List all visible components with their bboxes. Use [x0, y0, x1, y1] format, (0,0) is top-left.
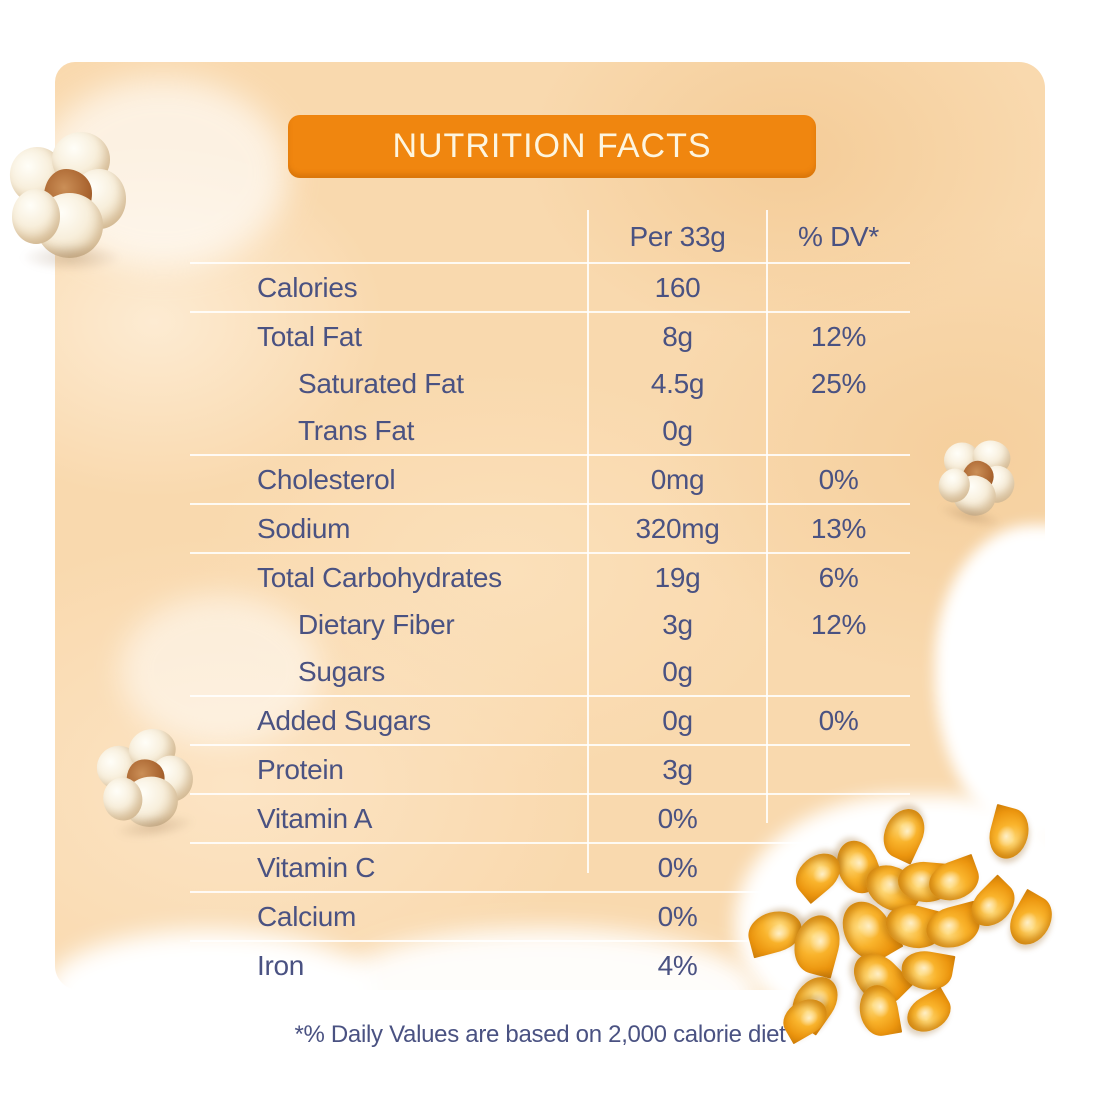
row-value: 0%: [657, 900, 698, 932]
row-dv: 12%: [810, 608, 867, 640]
table-row: Saturated Fat 4.5g 25%: [190, 360, 910, 407]
row-value: 0g: [662, 414, 693, 446]
row-value: 0%: [657, 802, 698, 834]
row-dv: 0%: [818, 463, 859, 495]
watercolor-white-splash: [45, 930, 375, 1050]
table-row: Sodium 320mg 13%: [190, 505, 910, 554]
table-row: Calcium 0%: [190, 893, 910, 942]
table-row: Iron 4%: [190, 942, 910, 989]
row-label: Vitamin C: [257, 851, 376, 883]
row-label: Calcium: [257, 900, 357, 932]
popcorn-icon: [90, 726, 199, 835]
row-label: Added Sugars: [257, 704, 431, 736]
row-label: Total Carbohydrates: [257, 561, 502, 593]
watercolor-white-splash: [120, 595, 320, 745]
row-value: 320mg: [635, 512, 720, 544]
title-banner: NUTRITION FACTS: [288, 115, 816, 178]
column-divider: [587, 210, 589, 873]
row-label: Total Fat: [257, 320, 362, 352]
row-label: Sodium: [257, 512, 351, 544]
table-row: Calories 160: [190, 264, 910, 313]
row-value: 3g: [662, 608, 693, 640]
row-value: 160: [654, 271, 701, 303]
row-value: 19g: [654, 561, 701, 593]
row-value: 8g: [662, 320, 693, 352]
table-row: Vitamin C 0%: [190, 844, 910, 893]
row-value: 0%: [657, 851, 698, 883]
table-body: Calories 160 Total Fat 8g 12% Saturated Fat 4.…: [190, 264, 910, 989]
row-label: Iron: [257, 949, 305, 981]
column-header-serving: Per 33g: [629, 221, 726, 252]
row-value: 3g: [662, 753, 693, 785]
row-label: Saturated Fat: [298, 367, 464, 399]
table-row: Trans Fat 0g: [190, 407, 910, 456]
row-dv: 6%: [818, 561, 859, 593]
column-divider: [766, 210, 768, 823]
row-dv: 0%: [818, 704, 859, 736]
watercolor-white-splash: [330, 928, 760, 1058]
row-dv: 13%: [810, 512, 867, 544]
row-dv: 25%: [810, 367, 867, 399]
table-row: Total Fat 8g 12%: [190, 313, 910, 360]
nutrition-table: Per 33g % DV* Calories 160 Total Fat 8g 12% S…: [190, 212, 910, 989]
column-header-dv: % DV*: [798, 221, 879, 252]
row-value: 4.5g: [650, 367, 705, 399]
table-row: Total Carbohydrates 19g 6%: [190, 554, 910, 601]
row-label: Trans Fat: [298, 414, 415, 446]
row-value: 4%: [657, 949, 698, 981]
row-label: Dietary Fiber: [298, 608, 455, 640]
table-row: Added Sugars 0g 0%: [190, 697, 910, 746]
table-row: Vitamin A 0%: [190, 795, 910, 844]
row-label: Protein: [257, 753, 344, 785]
table-row: Sugars 0g: [190, 648, 910, 697]
row-value: 0g: [662, 655, 693, 687]
row-value: 0g: [662, 704, 693, 736]
footnote: *% Daily Values are based on 2,000 calor…: [294, 1021, 786, 1048]
popcorn-icon: [3, 132, 126, 260]
row-dv: 12%: [810, 320, 867, 352]
page-title: NUTRITION FACTS: [392, 127, 712, 165]
table-row: Dietary Fiber 3g 12%: [190, 601, 910, 648]
row-value: 0mg: [650, 463, 705, 495]
table-row: Protein 3g: [190, 746, 910, 795]
row-label: Cholesterol: [257, 463, 396, 495]
row-label: Vitamin A: [257, 802, 373, 834]
table-row: Cholesterol 0mg 0%: [190, 456, 910, 505]
table-header-row: Per 33g % DV*: [190, 212, 910, 264]
row-label: Sugars: [298, 655, 385, 687]
row-label: Calories: [257, 271, 358, 303]
